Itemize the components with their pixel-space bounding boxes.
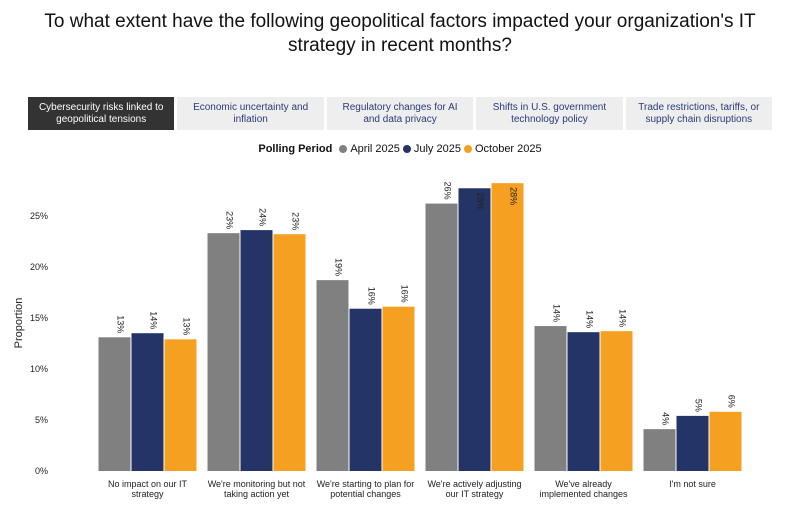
value-label: 13% xyxy=(182,317,192,335)
value-label: 23% xyxy=(225,211,235,229)
x-tick-label: We're monitoring but not taking action y… xyxy=(207,479,306,499)
x-tick-label: I'm not sure xyxy=(669,479,716,489)
legend-swatch xyxy=(339,145,348,153)
legend-title: Polling Period xyxy=(258,143,333,155)
bar xyxy=(131,333,164,471)
value-label: 4% xyxy=(661,412,671,425)
tab[interactable]: Trade restrictions, tariffs, or supply c… xyxy=(625,97,773,130)
tab[interactable]: Regulatory changes for AI and data priva… xyxy=(326,97,474,130)
value-label: 23% xyxy=(291,212,301,230)
legend-label: October 2025 xyxy=(474,143,542,155)
tab[interactable]: Shifts in U.S. government technology pol… xyxy=(476,97,623,130)
y-tick-label: 25% xyxy=(30,211,48,221)
bar xyxy=(425,203,458,471)
x-tick-label: We've already implemented changes xyxy=(539,479,628,499)
chart-title: To what extent have the following geopol… xyxy=(44,11,756,56)
value-label: 28% xyxy=(476,192,486,210)
legend-item: April 2025 xyxy=(339,143,400,155)
value-label: 14% xyxy=(552,304,562,322)
legend-swatch xyxy=(402,145,411,153)
value-label: 14% xyxy=(585,310,595,328)
legend-label: July 2025 xyxy=(413,143,461,155)
y-tick-label: 20% xyxy=(30,262,48,272)
legend-swatch xyxy=(463,145,472,153)
value-label: 16% xyxy=(367,287,377,305)
tab[interactable]: Economic uncertainty and inflation xyxy=(177,97,324,130)
bar xyxy=(643,429,676,471)
value-label: 13% xyxy=(116,315,126,333)
x-tick-label: We're starting to plan for potential cha… xyxy=(316,479,415,499)
value-label: 19% xyxy=(334,258,344,276)
y-tick-label: 5% xyxy=(35,415,48,425)
legend-item: July 2025 xyxy=(402,143,461,155)
value-label: 24% xyxy=(258,208,268,226)
value-label: 5% xyxy=(694,399,704,412)
bar xyxy=(534,326,567,471)
bar xyxy=(491,183,524,471)
legend-label: April 2025 xyxy=(350,143,400,155)
bar xyxy=(458,188,491,471)
value-label: 14% xyxy=(618,309,628,327)
tab[interactable]: Cybersecurity risks linked to geopolitic… xyxy=(28,97,175,130)
value-label: 14% xyxy=(149,311,159,329)
value-label: 16% xyxy=(400,285,410,303)
bar xyxy=(676,415,709,471)
bar xyxy=(98,337,131,471)
y-tick-label: 15% xyxy=(30,313,48,323)
bar xyxy=(709,411,742,471)
value-label: 26% xyxy=(443,182,453,200)
y-tick-label: 10% xyxy=(30,364,48,374)
value-label: 6% xyxy=(727,395,737,408)
bar xyxy=(316,280,349,471)
x-tick-label: We're actively adjusting our IT strategy xyxy=(427,479,522,499)
bar xyxy=(164,339,197,471)
tab-bar: Cybersecurity risks linked to geopolitic… xyxy=(28,97,773,130)
bar xyxy=(600,331,633,471)
value-label: 28% xyxy=(509,187,519,205)
legend-item: October 2025 xyxy=(463,143,542,155)
bar xyxy=(349,308,382,471)
bar xyxy=(382,306,415,471)
bar xyxy=(567,332,600,471)
y-axis-label: Proportion xyxy=(13,298,25,349)
bar xyxy=(207,233,240,471)
bar xyxy=(240,230,273,471)
x-tick-label: No impact on our IT strategy xyxy=(107,479,188,499)
y-tick-label: 0% xyxy=(35,466,48,476)
bar xyxy=(273,234,306,471)
legend: Polling Period April 2025 July 2025 Octobe… xyxy=(0,143,800,155)
